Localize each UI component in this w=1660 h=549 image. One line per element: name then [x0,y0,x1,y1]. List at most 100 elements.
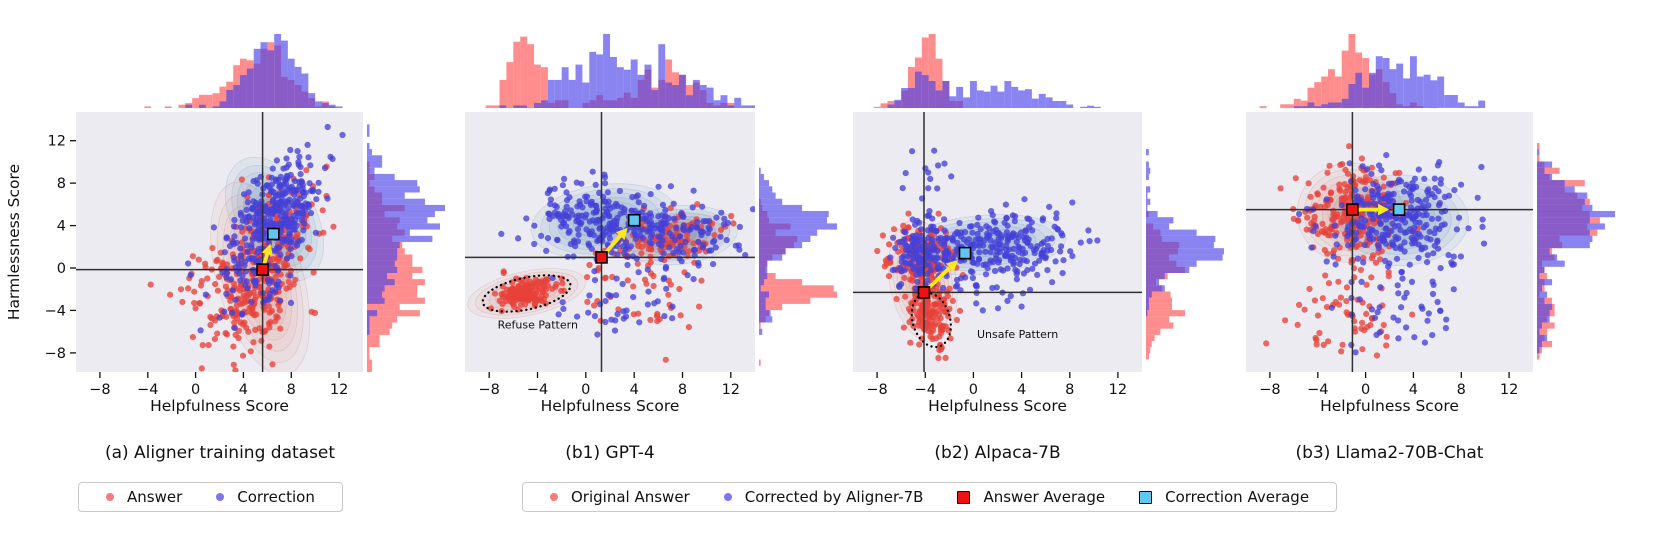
marginal-hist-right [759,167,837,335]
legend-item-original-answer: Original Answer [550,488,690,506]
legend-label-answer: Answer [127,488,183,506]
answer-average-square-icon [957,490,971,504]
scatter-correction [185,123,346,334]
svg-text:−8: −8 [45,346,66,362]
svg-text:−4: −4 [915,382,936,398]
legend-item-correction-average: Correction Average [1139,488,1309,506]
panel-b3: −8 −4 0 4 8 12 Helpfulness Score (b3) Llama2-… [1235,0,1660,549]
x-tick-labels: −8 −4 0 4 8 12 [89,372,348,398]
answer-average-marker [595,251,608,264]
marginal-hist-top [499,34,755,108]
answer-average-marker [917,286,931,299]
legend-panel-a: Answer Correction [78,482,343,512]
x-axis-label-a: Helpfulness Score [150,397,289,415]
correction-average-marker [627,213,641,227]
jointplot-a: −8 −4 0 4 8 12 12 8 4 0 −4 −8 [45,34,445,398]
legend-item-answer: Answer [106,488,182,506]
legend-label-correction: Correction [237,488,315,506]
svg-text:0: 0 [1361,382,1370,398]
answer-dot-icon [106,493,114,501]
panel-b1: Refuse Pattern −8 −4 0 4 8 12 Helpfulness Scor… [460,0,845,549]
annotation-label: Unsafe Pattern [977,328,1058,341]
svg-text:8: 8 [287,382,296,398]
legend-label-correction-average: Correction Average [1165,488,1310,506]
scatter-correction [887,147,1101,314]
marginal-hist-right [1146,149,1224,317]
answer-average-marker [256,263,269,276]
correction-dot-icon [216,493,225,501]
crosshair [76,112,363,372]
crosshair [465,112,755,372]
marginal-hist-top [887,71,1101,108]
annotation-label: Refuse Pattern [498,319,578,332]
svg-text:4: 4 [1409,382,1418,398]
correction-average-square-icon [1139,490,1153,504]
svg-text:8: 8 [678,382,687,398]
original-answer-dot-icon [550,493,558,501]
annotation-ellipse [910,291,952,349]
jointplot-b1: Refuse Pattern −8 −4 0 4 8 12 [465,34,837,398]
svg-text:4: 4 [57,219,66,235]
svg-text:4: 4 [630,382,639,398]
correction-average-marker [266,227,280,241]
y-tick-labels: 12 8 4 0 −4 −8 [45,134,76,362]
svg-text:−4: −4 [137,382,158,398]
legend-item-corrected: Corrected by Aligner-7B [723,488,924,506]
correction-average-marker [958,246,972,260]
svg-text:4: 4 [1017,382,1026,398]
x-axis-label-b1: Helpfulness Score [540,397,680,415]
svg-text:12: 12 [722,382,740,398]
svg-text:−4: −4 [45,303,66,319]
caption-b3: (b3) Llama2-70B-Chat [1295,443,1484,463]
legend-label-original-answer: Original Answer [571,488,690,506]
legend-panels-b: Original Answer Corrected by Aligner-7B … [522,482,1338,512]
svg-text:−8: −8 [1259,382,1280,398]
jointplot-b2: Unsafe Pattern −8 −4 0 4 8 12 [853,34,1224,398]
svg-text:8: 8 [57,176,66,192]
marginal-hist-right [367,124,445,335]
svg-text:0: 0 [581,382,590,398]
plot-background [76,112,363,372]
correction-average-marker [1392,203,1406,216]
x-tick-labels: −8 −4 0 4 8 12 [479,372,740,398]
panel-a: −8 −4 0 4 8 12 12 8 4 0 −4 −8 Helpfulness Score (a)… [0,0,460,549]
crosshair [853,112,1142,372]
corrected-dot-icon [723,493,732,501]
scatter-correction [498,168,755,338]
svg-text:12: 12 [48,134,66,150]
marginal-hist-top [1293,56,1486,109]
marginal-hist-right [1537,149,1615,354]
svg-text:0: 0 [969,382,978,398]
svg-text:8: 8 [1457,382,1466,398]
x-axis-label-b3: Helpfulness Score [1320,397,1459,415]
jointplot-b3: −8 −4 0 4 8 12 [1246,34,1615,398]
x-tick-labels: −8 −4 0 4 8 12 [1259,372,1518,398]
panel-b2: Unsafe Pattern −8 −4 0 4 8 12 Helpfulness Scor… [845,0,1235,549]
svg-text:0: 0 [191,382,200,398]
x-axis-label-b2: Helpfulness Score [928,397,1067,415]
svg-text:−8: −8 [89,382,110,398]
legend-item-correction: Correction [216,488,315,506]
svg-text:12: 12 [1109,382,1127,398]
svg-text:12: 12 [330,382,348,398]
answer-average-marker [1346,203,1359,216]
caption-b1: (b1) GPT-4 [565,443,655,463]
caption-b2: (b2) Alpaca-7B [934,443,1061,463]
annotation-ellipse [481,274,572,313]
svg-text:−4: −4 [527,382,548,398]
svg-text:4: 4 [239,382,248,398]
svg-text:12: 12 [1500,382,1518,398]
crosshair [1246,112,1533,372]
svg-text:−8: −8 [866,382,887,398]
svg-text:−4: −4 [1307,382,1328,398]
svg-text:0: 0 [57,261,66,277]
x-tick-labels: −8 −4 0 4 8 12 [866,372,1127,398]
marginal-hist-top [185,34,343,109]
svg-text:8: 8 [1065,382,1074,398]
legend-label-answer-average: Answer Average [983,488,1106,506]
legend-item-answer-average: Answer Average [957,488,1105,506]
caption-a: (a) Aligner training dataset [104,443,336,463]
svg-text:−8: −8 [479,382,500,398]
legend-label-corrected: Corrected by Aligner-7B [744,488,924,506]
